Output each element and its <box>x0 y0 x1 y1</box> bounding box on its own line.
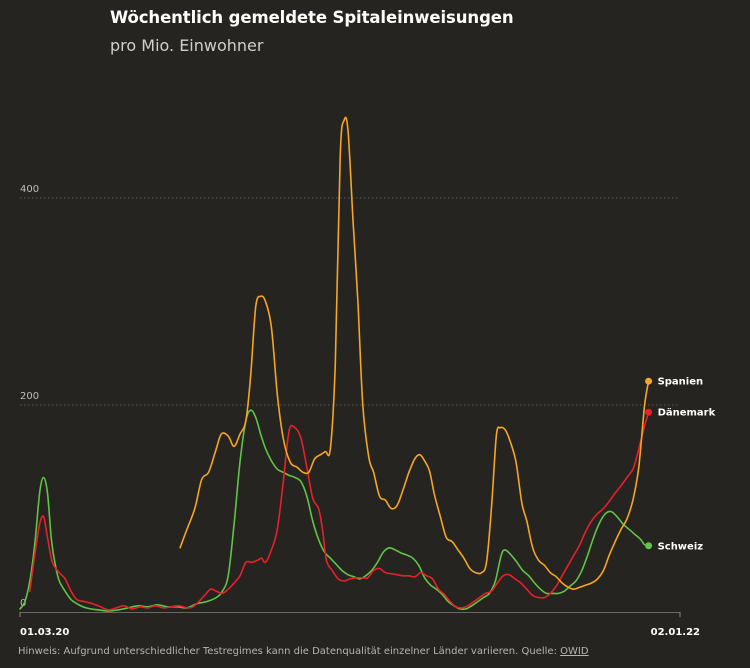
series-end-dot-d-nemark <box>645 408 653 416</box>
source-link[interactable]: OWID <box>560 646 589 657</box>
x-tick-label-start: 01.03.20 <box>20 627 69 638</box>
series-lines <box>19 116 650 612</box>
y-tick-label-200: 200 <box>20 391 39 402</box>
series-line-schweiz <box>19 409 650 612</box>
series-label-schweiz: Schweiz <box>658 541 704 552</box>
y-tick-label-0: 0 <box>20 598 26 609</box>
series-line-d-nemark <box>29 411 650 611</box>
chart-title: Wöchentlich gemeldete Spitaleinweisungen <box>110 8 514 27</box>
chart-subtitle: pro Mio. Einwohner <box>110 36 264 55</box>
grid-lines <box>20 197 680 406</box>
series-line-spanien <box>179 116 650 590</box>
footer-note-text: Hinweis: Aufgrund unterschiedlicher Test… <box>18 646 557 657</box>
x-axis: 01.03.20 02.01.22 <box>19 612 700 638</box>
x-tick-label-end: 02.01.22 <box>651 627 700 638</box>
series-label-spanien: Spanien <box>658 377 704 388</box>
series-end-labels: Schweiz Dänemark Spanien <box>645 377 716 552</box>
y-tick-label-400: 400 <box>20 184 39 195</box>
series-end-dot-spanien <box>645 377 653 385</box>
series-label-d-nemark: Dänemark <box>658 408 716 419</box>
footer-note: Hinweis: Aufgrund unterschiedlicher Test… <box>18 646 589 657</box>
series-end-dot-schweiz <box>645 542 653 550</box>
y-tick-labels: 0 200 400 <box>20 184 39 609</box>
